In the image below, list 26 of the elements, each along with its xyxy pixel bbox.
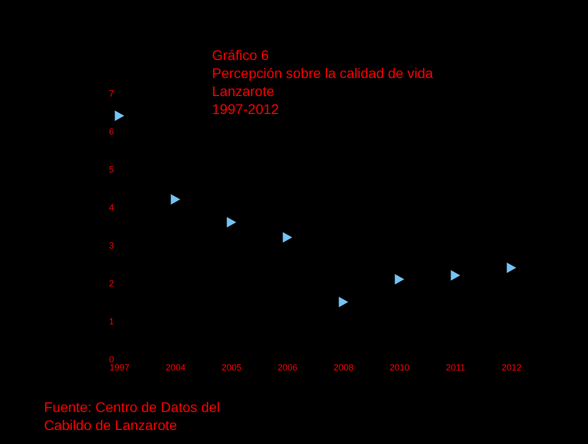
x-tick-label: 2005 [221, 362, 242, 372]
x-tick-label: 2011 [446, 362, 466, 372]
x-tick-label: 2010 [389, 362, 410, 372]
y-tick-label: 3 [108, 240, 114, 250]
y-tick-label: 2 [108, 278, 114, 288]
chart-title: Gráfico 6 Percepción sobre la calidad de vida Lanzarote 1997-2012 [212, 47, 434, 117]
y-tick-label: 5 [108, 164, 114, 174]
x-tick-label: 2006 [277, 362, 298, 372]
point [506, 262, 516, 274]
point [338, 296, 348, 308]
x-tick-label: 1997 [109, 362, 130, 372]
point [114, 110, 124, 122]
source-note: Fuente: Centro de Datos del Cabildo de Lanzarote [44, 399, 220, 433]
y-tick-label: 1 [108, 316, 114, 326]
x-tick-label: 2012 [501, 362, 522, 372]
y-tick-label: 4 [108, 202, 114, 212]
point [226, 216, 236, 228]
point [170, 194, 180, 205]
point [450, 270, 460, 281]
y-tick-label: 7 [108, 88, 114, 98]
point [394, 274, 404, 284]
point [282, 232, 292, 243]
x-tick-label: 2004 [165, 362, 186, 372]
y-tick-label: 6 [108, 126, 114, 136]
x-tick-label: 2008 [333, 362, 354, 372]
y-tick-label: 0 [108, 354, 114, 364]
